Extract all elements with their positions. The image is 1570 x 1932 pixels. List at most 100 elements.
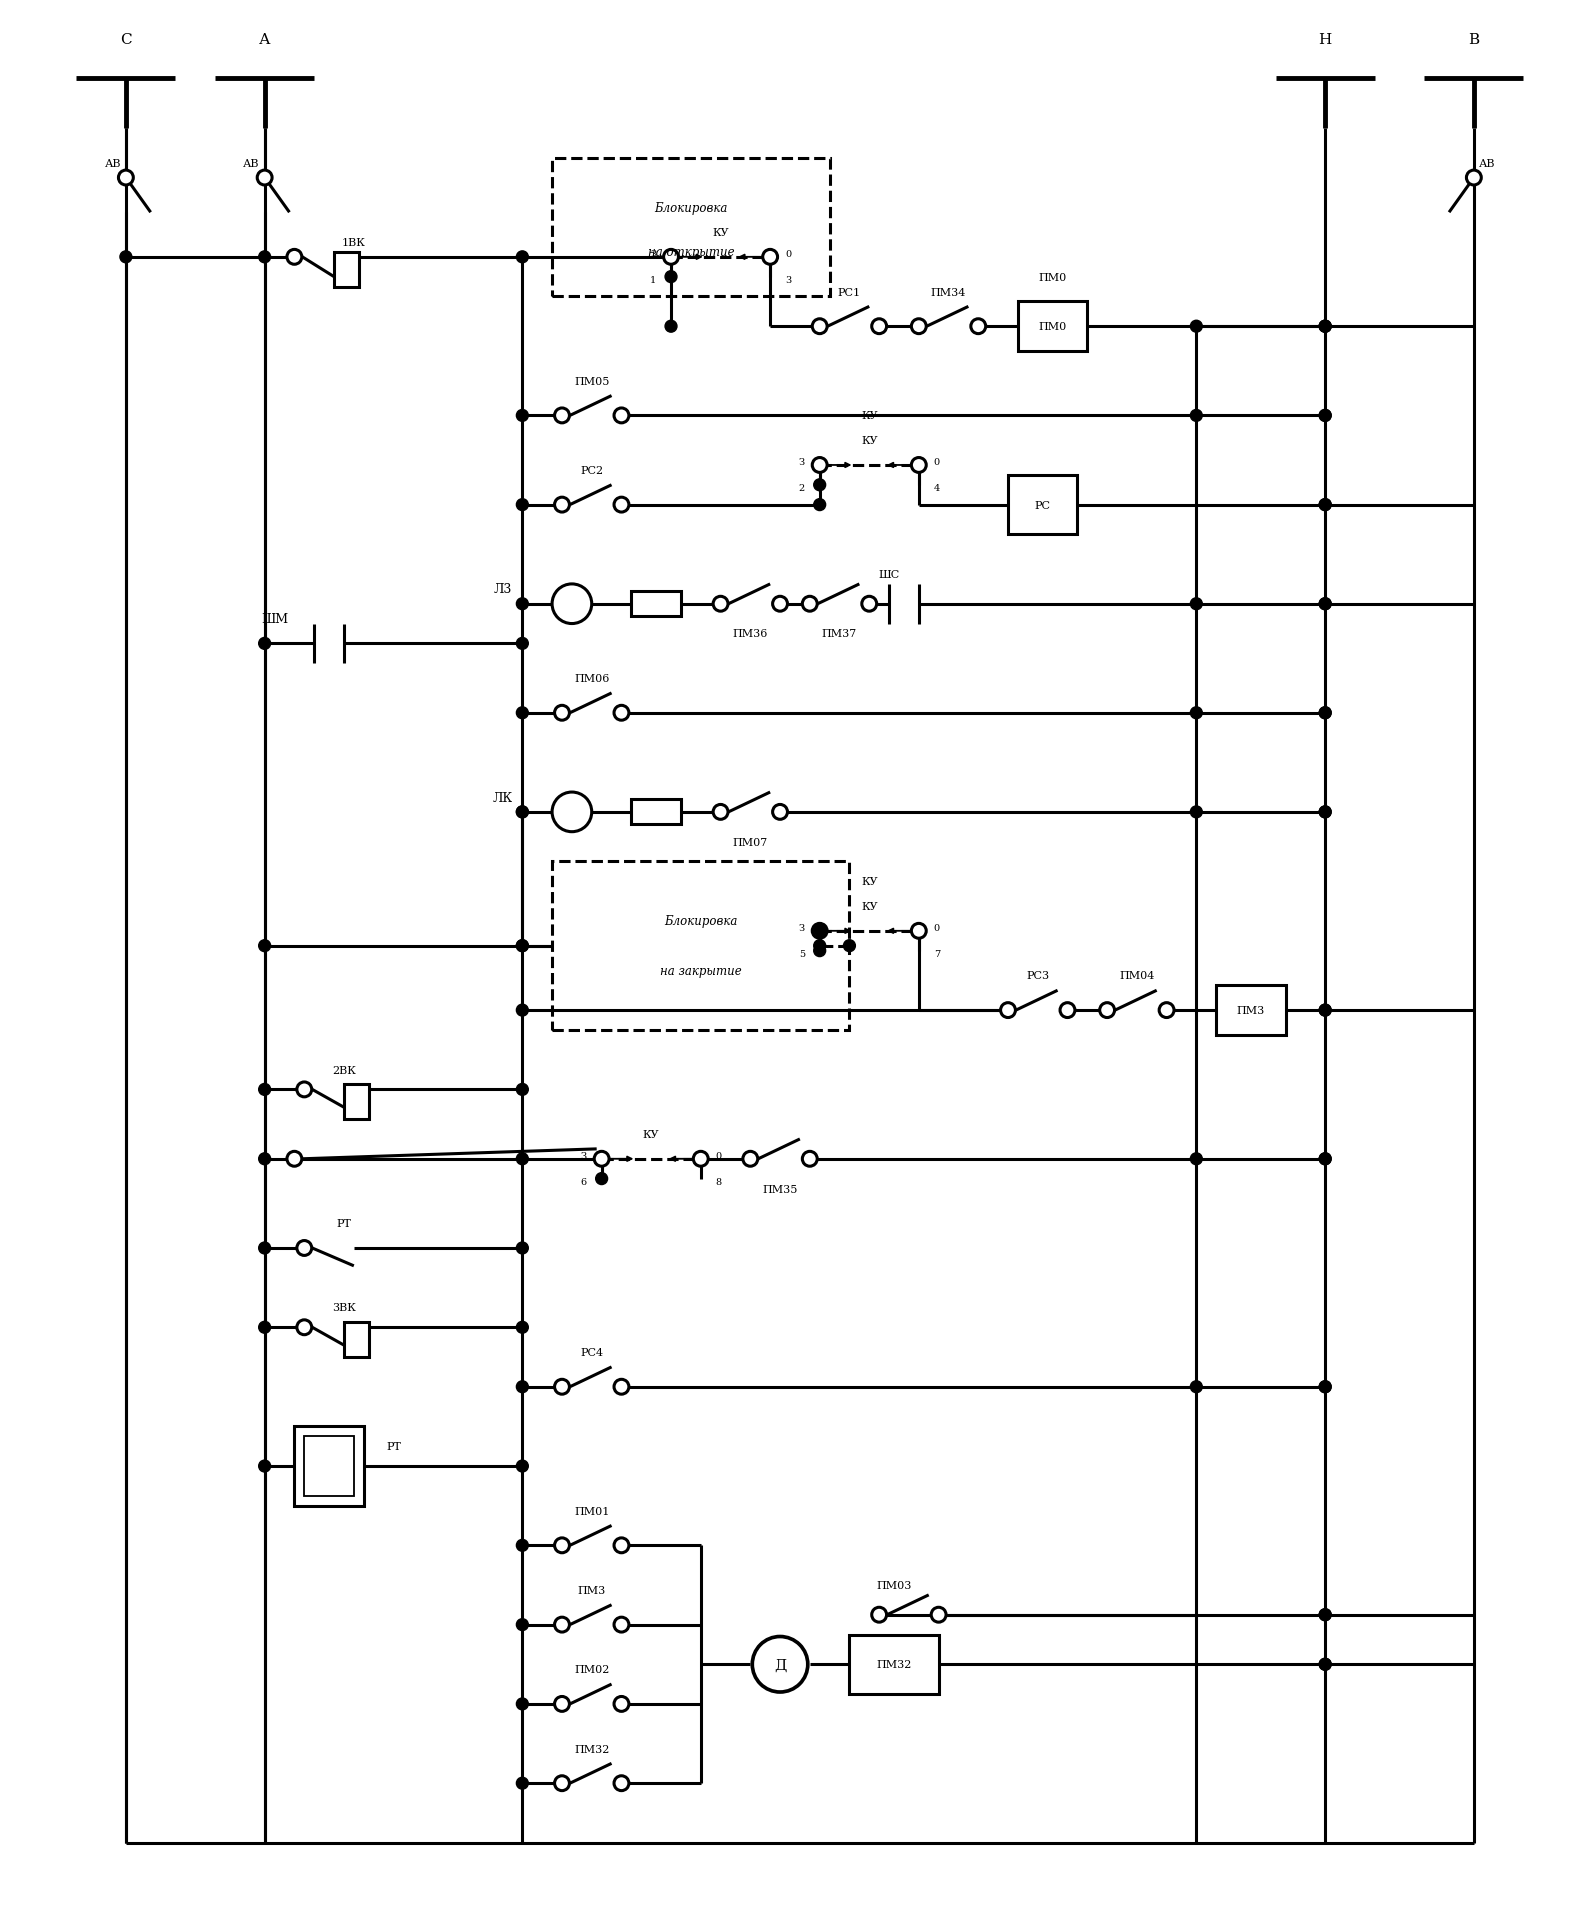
Text: А: А <box>259 33 270 46</box>
Circle shape <box>259 1321 270 1333</box>
Circle shape <box>1319 1005 1331 1016</box>
Circle shape <box>553 585 592 624</box>
Text: ПМ32: ПМ32 <box>876 1660 912 1669</box>
Text: ПМ0: ПМ0 <box>1038 323 1066 332</box>
Circle shape <box>1319 599 1331 611</box>
Text: РТ: РТ <box>386 1441 400 1451</box>
Circle shape <box>1319 1381 1331 1393</box>
Circle shape <box>614 1538 630 1553</box>
Bar <box>849 1634 939 1694</box>
Circle shape <box>813 925 826 937</box>
Circle shape <box>287 1151 301 1167</box>
Circle shape <box>119 251 132 263</box>
Text: 2ВК: 2ВК <box>331 1065 356 1074</box>
Circle shape <box>1319 1609 1331 1621</box>
Text: С: С <box>119 33 132 46</box>
Circle shape <box>1190 707 1203 719</box>
Text: ШС: ШС <box>879 570 900 580</box>
Bar <box>631 591 681 616</box>
Text: 6: 6 <box>581 1177 587 1186</box>
Text: РС2: РС2 <box>581 466 603 475</box>
Circle shape <box>666 321 677 332</box>
Text: ПМ34: ПМ34 <box>931 288 966 298</box>
Circle shape <box>517 1321 528 1333</box>
Circle shape <box>614 498 630 512</box>
Bar <box>1017 301 1088 352</box>
Circle shape <box>752 1636 809 1692</box>
Circle shape <box>517 806 528 819</box>
Circle shape <box>1319 1153 1331 1165</box>
Circle shape <box>554 1776 570 1791</box>
Circle shape <box>1190 599 1203 611</box>
Text: Блокировка: Блокировка <box>664 916 738 927</box>
Bar <box>1217 985 1286 1036</box>
Circle shape <box>1319 806 1331 819</box>
Circle shape <box>1466 172 1481 185</box>
Circle shape <box>1319 498 1331 512</box>
Circle shape <box>595 1173 608 1184</box>
Circle shape <box>517 941 528 952</box>
Circle shape <box>517 707 528 719</box>
Text: КУ: КУ <box>860 877 878 887</box>
Circle shape <box>813 498 826 512</box>
Bar <box>344 1323 369 1358</box>
Text: 1: 1 <box>650 276 656 286</box>
Circle shape <box>871 1607 887 1623</box>
Text: ПМ06: ПМ06 <box>575 674 609 684</box>
Circle shape <box>1319 410 1331 421</box>
Circle shape <box>1190 806 1203 819</box>
Circle shape <box>118 172 133 185</box>
Circle shape <box>713 806 728 819</box>
Circle shape <box>554 498 570 512</box>
Circle shape <box>517 1381 528 1393</box>
Text: ШМ: ШМ <box>261 612 289 626</box>
Circle shape <box>1319 410 1331 421</box>
Text: ПМ35: ПМ35 <box>763 1184 798 1194</box>
Circle shape <box>1000 1003 1016 1018</box>
Text: 3ВК: 3ВК <box>331 1302 356 1312</box>
Circle shape <box>664 251 678 265</box>
Circle shape <box>614 410 630 423</box>
Bar <box>553 158 829 298</box>
Text: 8: 8 <box>716 1177 722 1186</box>
Text: АВ: АВ <box>1479 158 1495 168</box>
Circle shape <box>287 251 301 265</box>
Circle shape <box>517 941 528 952</box>
Text: Н: Н <box>1319 33 1331 46</box>
Text: 0: 0 <box>785 251 791 259</box>
Circle shape <box>614 1379 630 1395</box>
Circle shape <box>1319 707 1331 719</box>
Circle shape <box>1319 1609 1331 1621</box>
Circle shape <box>843 941 856 952</box>
Circle shape <box>259 1242 270 1254</box>
Circle shape <box>614 1617 630 1633</box>
Circle shape <box>911 458 926 473</box>
Circle shape <box>813 479 826 491</box>
Circle shape <box>554 705 570 721</box>
Circle shape <box>812 458 827 473</box>
Text: З: З <box>799 458 805 468</box>
Text: Л3: Л3 <box>495 583 512 597</box>
Circle shape <box>554 1617 570 1633</box>
Circle shape <box>1319 1153 1331 1165</box>
Text: ПМ3: ПМ3 <box>578 1584 606 1596</box>
Circle shape <box>517 498 528 512</box>
Bar <box>334 253 360 288</box>
Circle shape <box>694 1151 708 1167</box>
Circle shape <box>1319 321 1331 332</box>
Text: ПМ37: ПМ37 <box>821 630 857 639</box>
Circle shape <box>517 1084 528 1095</box>
Circle shape <box>517 251 528 263</box>
Circle shape <box>1319 806 1331 819</box>
Circle shape <box>259 251 270 263</box>
Circle shape <box>297 1082 312 1097</box>
Circle shape <box>713 597 728 612</box>
Text: АВ: АВ <box>243 158 259 168</box>
Text: РТ: РТ <box>336 1219 352 1229</box>
Circle shape <box>259 1084 270 1095</box>
Circle shape <box>259 941 270 952</box>
Circle shape <box>772 597 788 612</box>
Text: З: З <box>581 1151 587 1161</box>
Circle shape <box>911 923 926 939</box>
Text: 5: 5 <box>799 951 805 958</box>
